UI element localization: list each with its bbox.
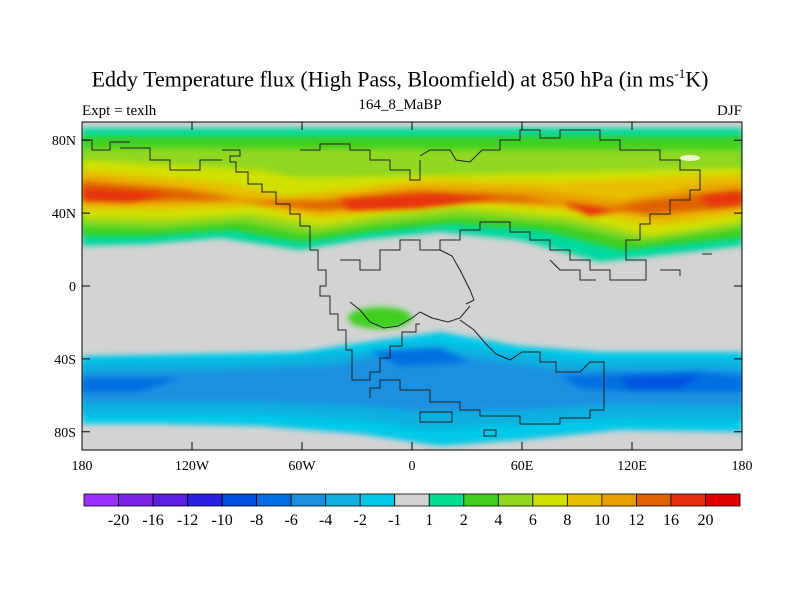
title-tail: K) xyxy=(685,66,709,92)
lon-tick-label: 60W xyxy=(288,459,316,474)
chart-title: Eddy Temperature flux (High Pass, Bloomf… xyxy=(0,66,800,92)
colorbar-swatch xyxy=(497,493,534,507)
lon-tick-label: 120W xyxy=(175,459,210,474)
colorbar-swatch xyxy=(428,493,465,507)
colorbar-swatch xyxy=(636,493,672,507)
colorbar-label: 12 xyxy=(628,512,644,529)
colorbar-label: -20 xyxy=(108,512,129,529)
colorbar-swatch xyxy=(705,493,741,507)
colorbar-swatch xyxy=(463,493,499,507)
pale-spot xyxy=(680,155,700,161)
colorbar-swatch xyxy=(532,493,568,507)
colorbar-label: -16 xyxy=(142,512,163,529)
colorbar-label: -6 xyxy=(284,512,297,529)
colorbar-swatch xyxy=(325,493,361,507)
lat-tick-label: 40N xyxy=(52,207,76,222)
colorbar-label: 2 xyxy=(460,512,468,529)
experiment-label: Expt = texlh xyxy=(82,103,157,119)
lon-tick-label: 180 xyxy=(732,459,753,474)
lon-tick-label: 60E xyxy=(511,459,534,474)
colorbar-swatch xyxy=(566,493,603,507)
colorbar-swatch xyxy=(221,493,258,507)
title-sup: -1 xyxy=(674,66,686,81)
case-label: 164_8_MaBP xyxy=(358,97,442,113)
north-flux-field xyxy=(82,128,742,262)
colorbar-label: 6 xyxy=(529,512,537,529)
colorbar: -20 -16 -12 -10 -8 -6 -4 -2 -1 1 2 4 6 8 10 12 16 20 xyxy=(83,493,741,529)
colorbar-label: -2 xyxy=(354,512,367,529)
colorbar-swatch xyxy=(670,493,706,507)
lon-tick-label: 0 xyxy=(409,459,416,474)
colorbar-label: 1 xyxy=(425,512,433,529)
colorbar-label: -12 xyxy=(177,512,198,529)
colorbar-label: 4 xyxy=(494,512,502,529)
lon-tick-label: 120E xyxy=(617,459,647,474)
longitude-axis: 180 120W 60W 0 60E 120E 180 xyxy=(72,122,753,474)
colorbar-label: -4 xyxy=(319,512,332,529)
colorbar-swatch xyxy=(83,493,119,507)
colorbar-label: 10 xyxy=(594,512,610,529)
latitude-axis: 80N 40N 0 40S 80S xyxy=(52,134,742,441)
colorbar-label: -8 xyxy=(250,512,263,529)
colorbar-swatch xyxy=(256,493,292,507)
lat-tick-label: 0 xyxy=(69,280,76,295)
colorbar-swatch xyxy=(152,493,188,507)
colorbar-swatch xyxy=(187,493,223,507)
lat-tick-label: 80S xyxy=(54,426,76,441)
colorbar-swatch xyxy=(601,493,637,507)
season-label: DJF xyxy=(716,103,742,119)
colorbar-label: 16 xyxy=(663,512,679,529)
colorbar-swatch xyxy=(359,493,396,507)
colorbar-label: -1 xyxy=(388,512,401,529)
lat-tick-label: 40S xyxy=(54,353,76,368)
colorbar-label: 20 xyxy=(697,512,713,529)
colorbar-swatch xyxy=(118,493,154,507)
lat-tick-label: 80N xyxy=(52,134,76,149)
title-main: Eddy Temperature flux (High Pass, Bloomf… xyxy=(91,66,675,92)
colorbar-swatch xyxy=(290,493,327,507)
colorbar-label: 8 xyxy=(563,512,571,529)
tropical-flux-patch xyxy=(348,307,412,329)
map-plot-area xyxy=(82,122,742,450)
colorbar-swatch xyxy=(394,493,430,507)
lon-tick-label: 180 xyxy=(72,459,93,474)
colorbar-label: -10 xyxy=(211,512,232,529)
coastlines xyxy=(82,129,712,437)
